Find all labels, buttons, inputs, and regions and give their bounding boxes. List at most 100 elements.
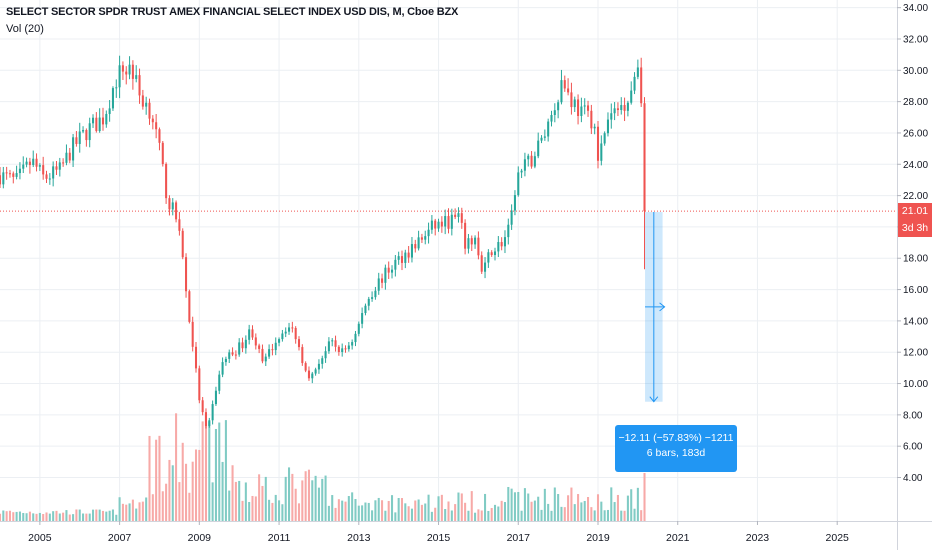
candle-body <box>407 252 410 258</box>
volume-bar <box>493 504 497 521</box>
volume-bar <box>580 502 583 521</box>
candle-body <box>68 152 71 161</box>
price-tick-label: 28.00 <box>903 97 928 108</box>
candle-body <box>404 252 407 263</box>
candle-body <box>105 113 108 125</box>
volume-bar <box>414 500 417 521</box>
candle-body <box>111 88 114 109</box>
candle-body <box>344 348 347 350</box>
candle-body <box>5 172 8 174</box>
candle-body <box>301 347 304 364</box>
volume-bar <box>125 504 128 521</box>
candle-body <box>547 121 550 137</box>
candle-body <box>158 129 161 143</box>
candle-body <box>45 174 48 179</box>
volume-bar <box>590 507 593 521</box>
candle-body <box>550 114 553 122</box>
volume-bar <box>171 465 174 521</box>
measure-tool[interactable] <box>0 210 897 403</box>
candle-body <box>58 162 61 170</box>
measure-right-arrow-icon <box>659 302 666 312</box>
price-tick-label: 32.00 <box>903 34 928 45</box>
candle-body <box>224 358 227 363</box>
volume-bar <box>457 492 460 521</box>
candle-body <box>570 92 573 108</box>
volume-bar <box>510 488 513 521</box>
candle-body <box>228 352 231 359</box>
time-tick-label: 2013 <box>347 532 371 544</box>
time-tick-label: 2021 <box>666 532 690 544</box>
candle-body <box>188 291 191 322</box>
volume-bar <box>261 485 264 521</box>
candle-body <box>25 161 28 165</box>
candle-body <box>108 108 111 114</box>
volume-bar <box>397 498 400 521</box>
candle-body <box>72 137 75 161</box>
volume-bar <box>331 495 334 521</box>
volume-bar <box>420 504 423 521</box>
candle-body <box>324 351 327 359</box>
candle-body <box>387 267 390 273</box>
volume-bar <box>351 492 354 521</box>
volume-bar <box>560 506 563 521</box>
volume-bar <box>258 474 261 521</box>
bar-countdown-tag: 3d 3h <box>898 219 932 237</box>
candle-body <box>530 155 533 167</box>
volume-bar <box>175 413 178 521</box>
volume-bar <box>490 508 493 521</box>
candle-body <box>221 362 224 375</box>
volume-bar <box>28 511 31 521</box>
volume-bar <box>513 492 516 521</box>
volume-bar <box>321 478 324 521</box>
volume-bar <box>62 512 65 521</box>
candle-body <box>274 342 277 351</box>
candle-body <box>457 213 460 217</box>
price-tick-label: 18.00 <box>903 254 928 265</box>
volume-bar <box>497 506 500 521</box>
volume-bar <box>12 512 15 521</box>
volume-bar <box>55 510 58 521</box>
time-tick-label: 2005 <box>28 532 52 544</box>
volume-bar <box>191 461 194 521</box>
candle-body <box>510 210 513 225</box>
volume-bar <box>583 500 586 521</box>
volume-legend[interactable]: Vol (20) <box>6 23 44 35</box>
candle-body <box>141 95 144 107</box>
candle-body <box>593 126 596 129</box>
volume-bar <box>440 494 443 521</box>
measure-range: 6 bars, 183d <box>646 447 706 459</box>
candle-body <box>447 216 450 229</box>
volume-bar <box>367 502 370 521</box>
volume-bar <box>88 513 91 521</box>
candle-body <box>254 337 257 346</box>
candle-body <box>527 155 530 160</box>
candle-body <box>367 298 370 306</box>
volume-bar <box>181 442 184 521</box>
volume-bar <box>244 482 247 521</box>
candle-body <box>537 140 540 157</box>
symbol-legend[interactable]: SELECT SECTOR SPDR TRUST AMEX FINANCIAL … <box>6 6 459 18</box>
volume-bar <box>410 508 413 521</box>
candle-body <box>118 65 121 88</box>
volume-bar <box>543 488 546 521</box>
price-tick-label: 22.00 <box>903 191 928 202</box>
volume-bar <box>361 505 364 521</box>
candle-body <box>357 323 360 334</box>
volume-bar <box>18 511 21 521</box>
volume-bar <box>234 481 237 521</box>
volume-bar <box>281 504 284 521</box>
volume-bar <box>264 476 267 521</box>
volume-bar <box>198 449 201 521</box>
volume-bar <box>128 503 131 521</box>
volume-bar <box>52 511 55 521</box>
volume-bar <box>404 503 407 521</box>
candle-body <box>38 165 41 167</box>
price-tick-label: 14.00 <box>903 316 928 327</box>
time-tick-label: 2025 <box>826 532 850 544</box>
volume-bar <box>577 494 580 521</box>
candle-body <box>291 327 294 329</box>
volume-bar <box>231 465 234 521</box>
candle-body <box>78 131 81 144</box>
